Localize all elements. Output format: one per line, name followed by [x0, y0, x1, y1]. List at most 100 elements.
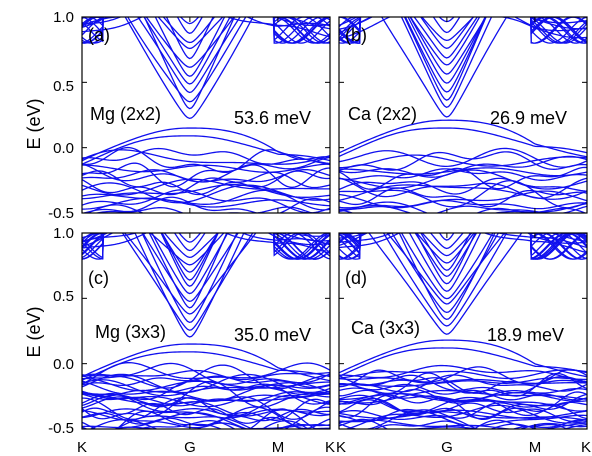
valence-band-line — [82, 351, 330, 381]
panel-d-letter: (d) — [345, 268, 367, 288]
valence-band-line — [339, 177, 587, 195]
panel-a-gap: 53.6 meV — [234, 108, 311, 128]
ytick-label: -0.5 — [48, 205, 74, 222]
conduction-band-line — [339, 17, 587, 59]
valence-band-line — [339, 372, 587, 397]
valence-band-line — [82, 162, 330, 188]
valence-band-line — [85, 204, 145, 213]
conduction-band-line — [82, 233, 330, 260]
conduction-band-line — [339, 233, 587, 300]
conduction-band-line — [82, 17, 330, 50]
panel-d-gap: 18.9 meV — [487, 325, 564, 345]
conduction-band-line — [82, 17, 330, 94]
panel-c-gap: 35.0 meV — [234, 325, 311, 345]
ylabel-top: E (eV) — [24, 98, 44, 149]
valence-band-line — [82, 146, 330, 174]
xtick-label: G — [184, 439, 196, 456]
valence-band-line — [82, 135, 330, 165]
upper-band-line — [339, 233, 587, 246]
panel-c-bands — [82, 233, 330, 429]
conduction-band-line — [339, 233, 587, 285]
panel-c-frame — [81, 232, 331, 430]
xtick-label: M — [529, 439, 542, 456]
upper-band-line — [82, 17, 330, 30]
valence-band-line — [82, 147, 330, 165]
ytick-label: 0.0 — [53, 140, 74, 157]
conduction-band-line — [82, 17, 330, 103]
valence-band-line — [339, 418, 569, 429]
conduction-band-line — [82, 17, 330, 44]
yticks-bottom: 1.0 0.5 0.0 -0.5 — [48, 225, 74, 437]
conduction-band-line — [339, 17, 587, 44]
valence-band-line — [82, 183, 330, 200]
valence-band-line — [339, 127, 587, 157]
valence-band-line — [82, 420, 330, 429]
valence-band-line — [82, 408, 318, 429]
valence-band-top-line — [82, 127, 330, 166]
upper-band-line — [339, 17, 587, 39]
valence-band-line — [82, 380, 330, 402]
upper-band-line — [82, 233, 330, 243]
upper-band-line — [82, 17, 330, 27]
valence-band-line — [339, 207, 587, 213]
xtick-label: K — [581, 439, 591, 456]
valence-band-line — [339, 399, 587, 420]
conduction-band-line — [339, 233, 587, 264]
panel-d-frame — [338, 232, 588, 430]
upper-band-line — [82, 233, 330, 248]
panel-a-frame — [81, 16, 331, 214]
ytick-label: 0.5 — [53, 288, 74, 305]
panel-a-material: Mg (2x2) — [90, 104, 161, 124]
valence-band-line — [82, 396, 330, 420]
xtick-label: M — [272, 439, 285, 456]
valence-band-line — [339, 378, 587, 388]
valence-band-line — [339, 347, 587, 377]
upper-band-line — [339, 17, 587, 30]
valence-band-line — [407, 423, 587, 429]
conduction-band-line — [339, 233, 587, 278]
conduction-band-line — [82, 233, 330, 309]
valence-band-line — [339, 151, 587, 172]
valence-band-line — [82, 163, 330, 173]
panel-d-material: Ca (3x3) — [351, 318, 420, 338]
upper-band-line — [82, 233, 330, 246]
conduction-band-line — [339, 233, 587, 314]
valence-band-line — [339, 205, 587, 213]
valence-band-line — [82, 170, 330, 196]
valence-band-line — [82, 149, 330, 165]
upper-band-line — [339, 233, 587, 254]
conduction-band-line — [82, 233, 330, 338]
yticks-top: 1.0 0.5 0.0 -0.5 — [48, 9, 74, 222]
valence-band-line — [82, 369, 330, 381]
panel-c-letter: (c) — [88, 268, 109, 288]
conduction-band-line — [339, 17, 587, 84]
valence-band-line — [339, 391, 587, 421]
conduction-band-line — [339, 233, 587, 260]
panel-b-bands — [339, 17, 587, 213]
valence-band-line — [339, 199, 587, 210]
ytick-label: 1.0 — [53, 9, 74, 26]
xticks-c: K G M K — [77, 439, 335, 456]
valence-band-line — [339, 154, 587, 169]
conduction-band-line — [82, 233, 330, 260]
panel-b-material: Ca (2x2) — [348, 104, 417, 124]
conduction-band-line — [82, 233, 330, 303]
conduction-band-line — [82, 17, 330, 68]
xtick-label: G — [441, 439, 453, 456]
panel-b-letter: (b) — [345, 25, 367, 45]
conduction-band-line — [339, 233, 587, 292]
xticks-d: K G M K — [336, 439, 591, 456]
upper-band-line — [82, 17, 330, 38]
panel-b: (b) Ca (2x2) 26.9 meV — [338, 16, 588, 214]
upper-band-line — [339, 17, 587, 26]
conduction-band-line — [339, 17, 587, 44]
valence-band-line — [89, 419, 330, 429]
ytick-label: 0.5 — [53, 78, 74, 95]
ytick-label: 0.0 — [53, 356, 74, 373]
panel-c-material: Mg (3x3) — [95, 322, 166, 342]
panel-d-bands — [339, 233, 587, 429]
ylabel-bottom: E (eV) — [24, 306, 44, 357]
conduction-band-line — [82, 17, 330, 44]
panel-a-bands — [82, 17, 330, 213]
